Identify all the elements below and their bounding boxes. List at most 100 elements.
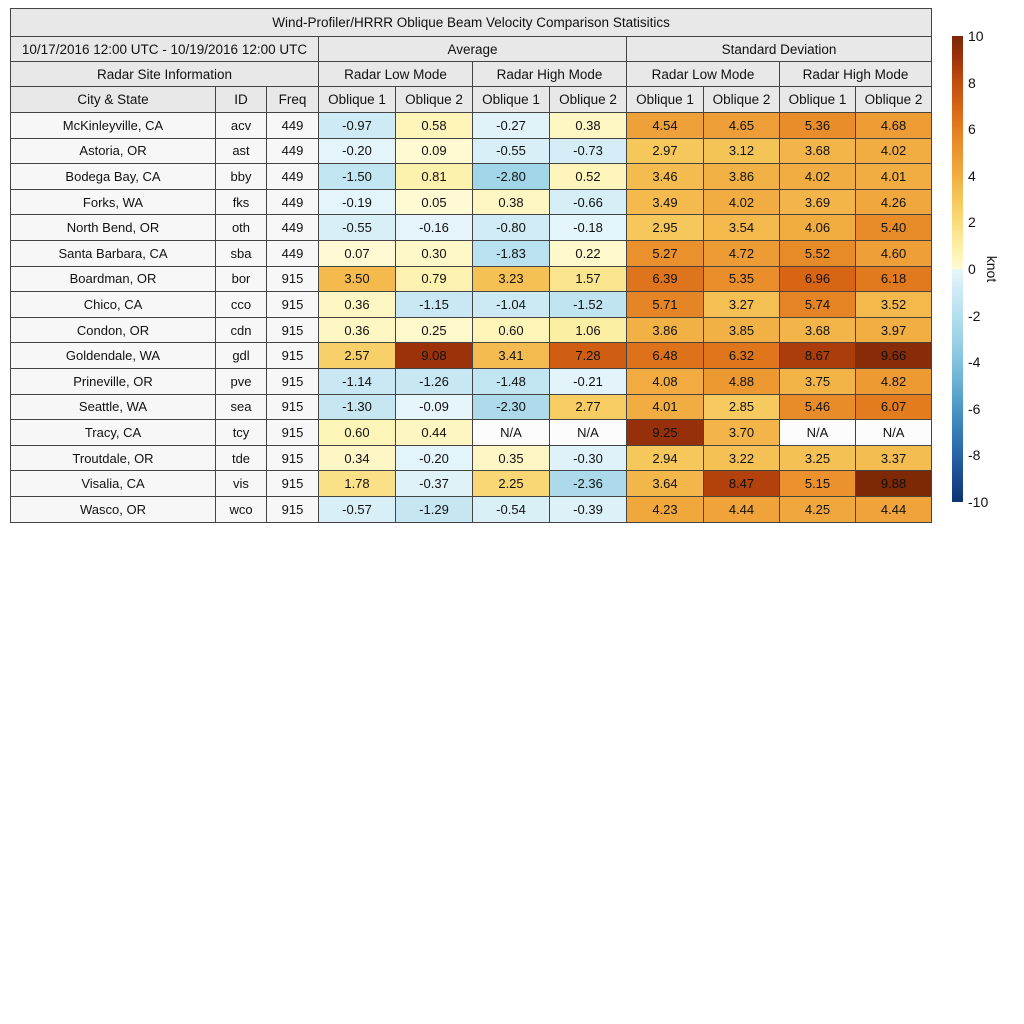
table-row: North Bend, OR oth 449 -0.55 -0.16 -0.80 -0.18… — [10, 214, 933, 241]
value-cell: -0.55 — [472, 137, 550, 165]
value-cell: -0.20 — [318, 137, 396, 165]
value-cell: 4.01 — [626, 393, 704, 421]
colorbar-tick-label: -10 — [968, 494, 989, 510]
value-cell: -0.73 — [549, 137, 627, 165]
id-cell: vis — [215, 470, 267, 497]
colorbar-tick-label: -4 — [968, 354, 981, 371]
value-cell: 7.28 — [549, 342, 627, 369]
city-cell: Santa Barbara, CA — [10, 239, 216, 267]
value-cell: -1.50 — [318, 163, 396, 190]
value-cell: 0.60 — [472, 316, 550, 344]
mode-header-3: Radar High Mode — [778, 61, 933, 87]
value-cell: -1.15 — [395, 291, 473, 318]
value-cell: 2.57 — [318, 342, 396, 369]
value-cell: 4.02 — [779, 163, 856, 190]
value-cell: 4.68 — [854, 112, 933, 139]
colorbar-tick-label: 4 — [968, 167, 976, 184]
city-cell: Boardman, OR — [10, 265, 216, 293]
freq-cell: 915 — [266, 342, 319, 369]
value-cell: 3.25 — [779, 444, 856, 472]
id-cell: wco — [215, 495, 267, 523]
value-cell: 5.52 — [779, 239, 856, 267]
table-row: Santa Barbara, CA sba 449 0.07 0.30 -1.83 0.22… — [10, 239, 933, 267]
value-cell: -1.30 — [318, 393, 396, 421]
column-header-6: Oblique 2 — [549, 86, 627, 113]
id-cell: tcy — [215, 419, 267, 446]
value-cell: 4.06 — [779, 214, 856, 241]
colorbar-axis-label: knot — [984, 255, 1000, 283]
value-cell: 3.12 — [703, 137, 780, 165]
value-cell: 5.40 — [854, 214, 933, 241]
colorbar-tick-label: 8 — [968, 74, 976, 91]
value-cell: 0.38 — [472, 188, 550, 216]
value-cell: 5.35 — [703, 265, 780, 293]
value-cell: 3.68 — [779, 316, 856, 344]
value-cell: 5.36 — [779, 112, 856, 139]
value-cell: 4.82 — [854, 367, 933, 395]
freq-cell: 915 — [266, 495, 319, 523]
value-cell: 0.09 — [395, 137, 473, 165]
freq-cell: 449 — [266, 112, 319, 139]
value-cell: 0.05 — [395, 188, 473, 216]
value-cell: 3.50 — [318, 265, 396, 293]
value-cell: 1.78 — [318, 470, 396, 497]
freq-cell: 449 — [266, 137, 319, 165]
column-header-5: Oblique 1 — [472, 86, 550, 113]
column-header-2: Freq — [266, 86, 319, 113]
value-cell: -2.80 — [472, 163, 550, 190]
value-cell: 0.25 — [395, 316, 473, 344]
value-cell: 0.36 — [318, 316, 396, 344]
value-cell: 0.07 — [318, 239, 396, 267]
id-cell: gdl — [215, 342, 267, 369]
value-cell: 5.15 — [779, 470, 856, 497]
value-cell: -2.30 — [472, 393, 550, 421]
value-cell: 6.07 — [854, 393, 933, 421]
colorbar-tick-label: -2 — [968, 307, 981, 324]
value-cell: 3.41 — [472, 342, 550, 369]
table-row: Visalia, CA vis 915 1.78 -0.37 2.25 -2.36 3.64 8… — [10, 470, 933, 497]
value-cell: 3.69 — [779, 188, 856, 216]
value-cell: 0.79 — [395, 265, 473, 293]
value-cell: 2.95 — [626, 214, 704, 241]
id-cell: oth — [215, 214, 267, 241]
value-cell: -0.97 — [318, 112, 396, 139]
value-cell: -1.52 — [549, 291, 627, 318]
value-cell: 5.71 — [626, 291, 704, 318]
value-cell: 2.94 — [626, 444, 704, 472]
value-cell: 3.46 — [626, 163, 704, 190]
value-cell: -0.16 — [395, 214, 473, 241]
value-cell: 3.64 — [626, 470, 704, 497]
value-cell: 4.08 — [626, 367, 704, 395]
colorbar — [952, 36, 963, 502]
value-cell: -0.55 — [318, 214, 396, 241]
colorbar-tick-label: 6 — [968, 121, 976, 138]
value-cell: -1.26 — [395, 367, 473, 395]
value-cell: 0.22 — [549, 239, 627, 267]
value-cell: -1.29 — [395, 495, 473, 523]
city-cell: Visalia, CA — [10, 470, 216, 497]
city-cell: North Bend, OR — [10, 214, 216, 241]
table-row: Condon, OR cdn 915 0.36 0.25 0.60 1.06 3.86 3.85… — [10, 316, 933, 344]
value-cell: 4.65 — [703, 112, 780, 139]
value-cell: 4.26 — [854, 188, 933, 216]
value-cell: 0.52 — [549, 163, 627, 190]
freq-cell: 915 — [266, 470, 319, 497]
freq-cell: 915 — [266, 393, 319, 421]
value-cell: 3.49 — [626, 188, 704, 216]
value-cell: 2.77 — [549, 393, 627, 421]
value-cell: 6.32 — [703, 342, 780, 369]
value-cell: 0.60 — [318, 419, 396, 446]
value-cell: 3.70 — [703, 419, 780, 446]
city-cell: Bodega Bay, CA — [10, 163, 216, 190]
freq-cell: 449 — [266, 163, 319, 190]
value-cell: -0.19 — [318, 188, 396, 216]
freq-cell: 915 — [266, 316, 319, 344]
colorbar-tick-label: 0 — [968, 261, 976, 277]
value-cell: 2.97 — [626, 137, 704, 165]
statistics-table: Wind-Profiler/HRRR Oblique Beam Velocity… — [9, 8, 933, 523]
value-cell: 2.25 — [472, 470, 550, 497]
value-cell: 8.47 — [703, 470, 780, 497]
value-cell: 4.25 — [779, 495, 856, 523]
table-row: Boardman, OR bor 915 3.50 0.79 3.23 1.57 6.39 5.… — [10, 265, 933, 293]
value-cell: 3.86 — [703, 163, 780, 190]
